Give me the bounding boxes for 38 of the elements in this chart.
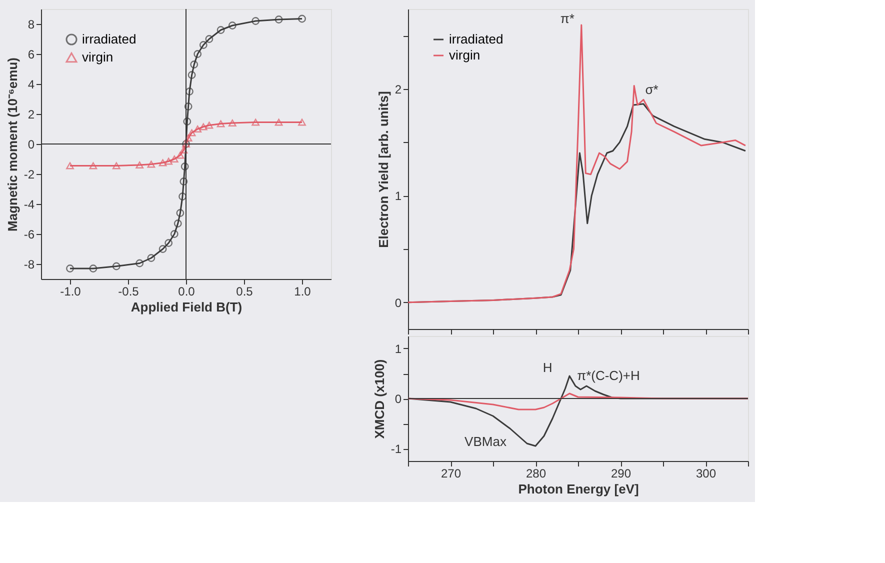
y-tick-label: 0	[394, 392, 402, 406]
x-tick-label: 0.0	[178, 284, 196, 298]
y-tick-label: -8	[24, 258, 35, 272]
legend-label: irradiated	[82, 32, 136, 46]
annotation: VBMax	[464, 434, 507, 449]
y-tick-label: 6	[28, 48, 35, 62]
y-tick-label: 4	[28, 78, 35, 92]
y-tick-label: 0	[28, 138, 35, 152]
annotation: σ*	[645, 82, 658, 97]
x-tick-label: -1.0	[60, 284, 82, 298]
y-axis-title: Magnetic moment (10⁻⁶emu)	[4, 58, 20, 232]
y-tick-label: 0	[394, 296, 402, 310]
x-tick-label: 270	[440, 466, 462, 480]
annotation: π*(C-C)+H	[577, 368, 640, 383]
x-tick-label: -0.5	[118, 284, 140, 298]
x-tick-label: 1.0	[294, 284, 312, 298]
annotation: H	[542, 360, 552, 375]
x-tick-label: 290	[610, 466, 632, 480]
y-axis-title: Electron Yield [arb. units]	[376, 91, 391, 248]
x-axis-title: Applied Field B(T)	[130, 300, 242, 314]
y-tick-label: -2	[24, 168, 35, 182]
legend-label: virgin	[82, 50, 114, 64]
y-tick-label: 2	[28, 108, 35, 122]
annotation: π*	[560, 11, 574, 26]
y-tick-label: -6	[24, 228, 35, 242]
y-tick-label: -1	[390, 442, 402, 456]
x-tick-label: 0.5	[236, 284, 254, 298]
x-tick-label: 300	[696, 466, 716, 480]
x-axis-title: Photon Energy [eV]	[518, 482, 639, 496]
legend-label: virgin	[449, 48, 480, 62]
y-tick-label: 1	[394, 342, 402, 356]
y-tick-label: 2	[394, 82, 402, 96]
legend-label: irradiated	[449, 32, 504, 46]
y-tick-label: 1	[394, 189, 402, 204]
y-axis-title: XMCD (x100)	[372, 359, 387, 439]
y-tick-label: -4	[24, 198, 35, 212]
y-tick-label: 8	[28, 18, 35, 32]
x-tick-label: 280	[526, 466, 546, 480]
